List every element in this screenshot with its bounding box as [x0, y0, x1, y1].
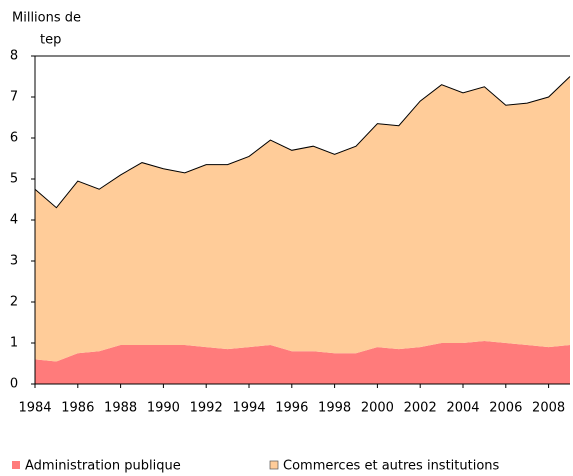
- x-tick-label: 2004: [446, 401, 479, 416]
- legend-swatch: [12, 461, 20, 469]
- x-tick-label: 1992: [190, 401, 223, 416]
- x-tick-label: 2002: [404, 401, 437, 416]
- x-tick-label: 1996: [275, 401, 308, 416]
- x-tick-label: 1988: [104, 401, 137, 416]
- y-tick-label: 2: [10, 295, 18, 310]
- total-outline: [34, 76, 571, 209]
- y-tick-label: 5: [10, 172, 18, 187]
- x-tick-label: 1986: [61, 401, 94, 416]
- y-axis-label: Millions de: [12, 11, 81, 26]
- y-tick-label: 8: [10, 49, 18, 64]
- y-tick-label: 3: [10, 254, 18, 269]
- y-tick-label: 6: [10, 131, 18, 146]
- y-tick-label: 4: [10, 213, 18, 228]
- x-tick-label: 2000: [361, 401, 394, 416]
- y-tick-label: 1: [10, 336, 18, 351]
- y-tick-label: 7: [10, 90, 18, 105]
- x-tick-label: 1994: [232, 401, 265, 416]
- y-tick-label: 0: [10, 377, 18, 392]
- legend-label: Administration publique: [25, 459, 181, 474]
- area: [35, 76, 570, 362]
- x-tick-label: 1984: [18, 401, 51, 416]
- x-tick-label: 1998: [318, 401, 351, 416]
- area: [35, 340, 570, 384]
- x-tick-label: 2006: [489, 401, 522, 416]
- x-tick-label: 1990: [147, 401, 180, 416]
- x-tick-label: 2008: [532, 401, 565, 416]
- legend-swatch: [269, 460, 279, 470]
- legend-label: Commerces et autres institutions: [283, 459, 500, 474]
- y-axis-label: tep: [40, 33, 61, 48]
